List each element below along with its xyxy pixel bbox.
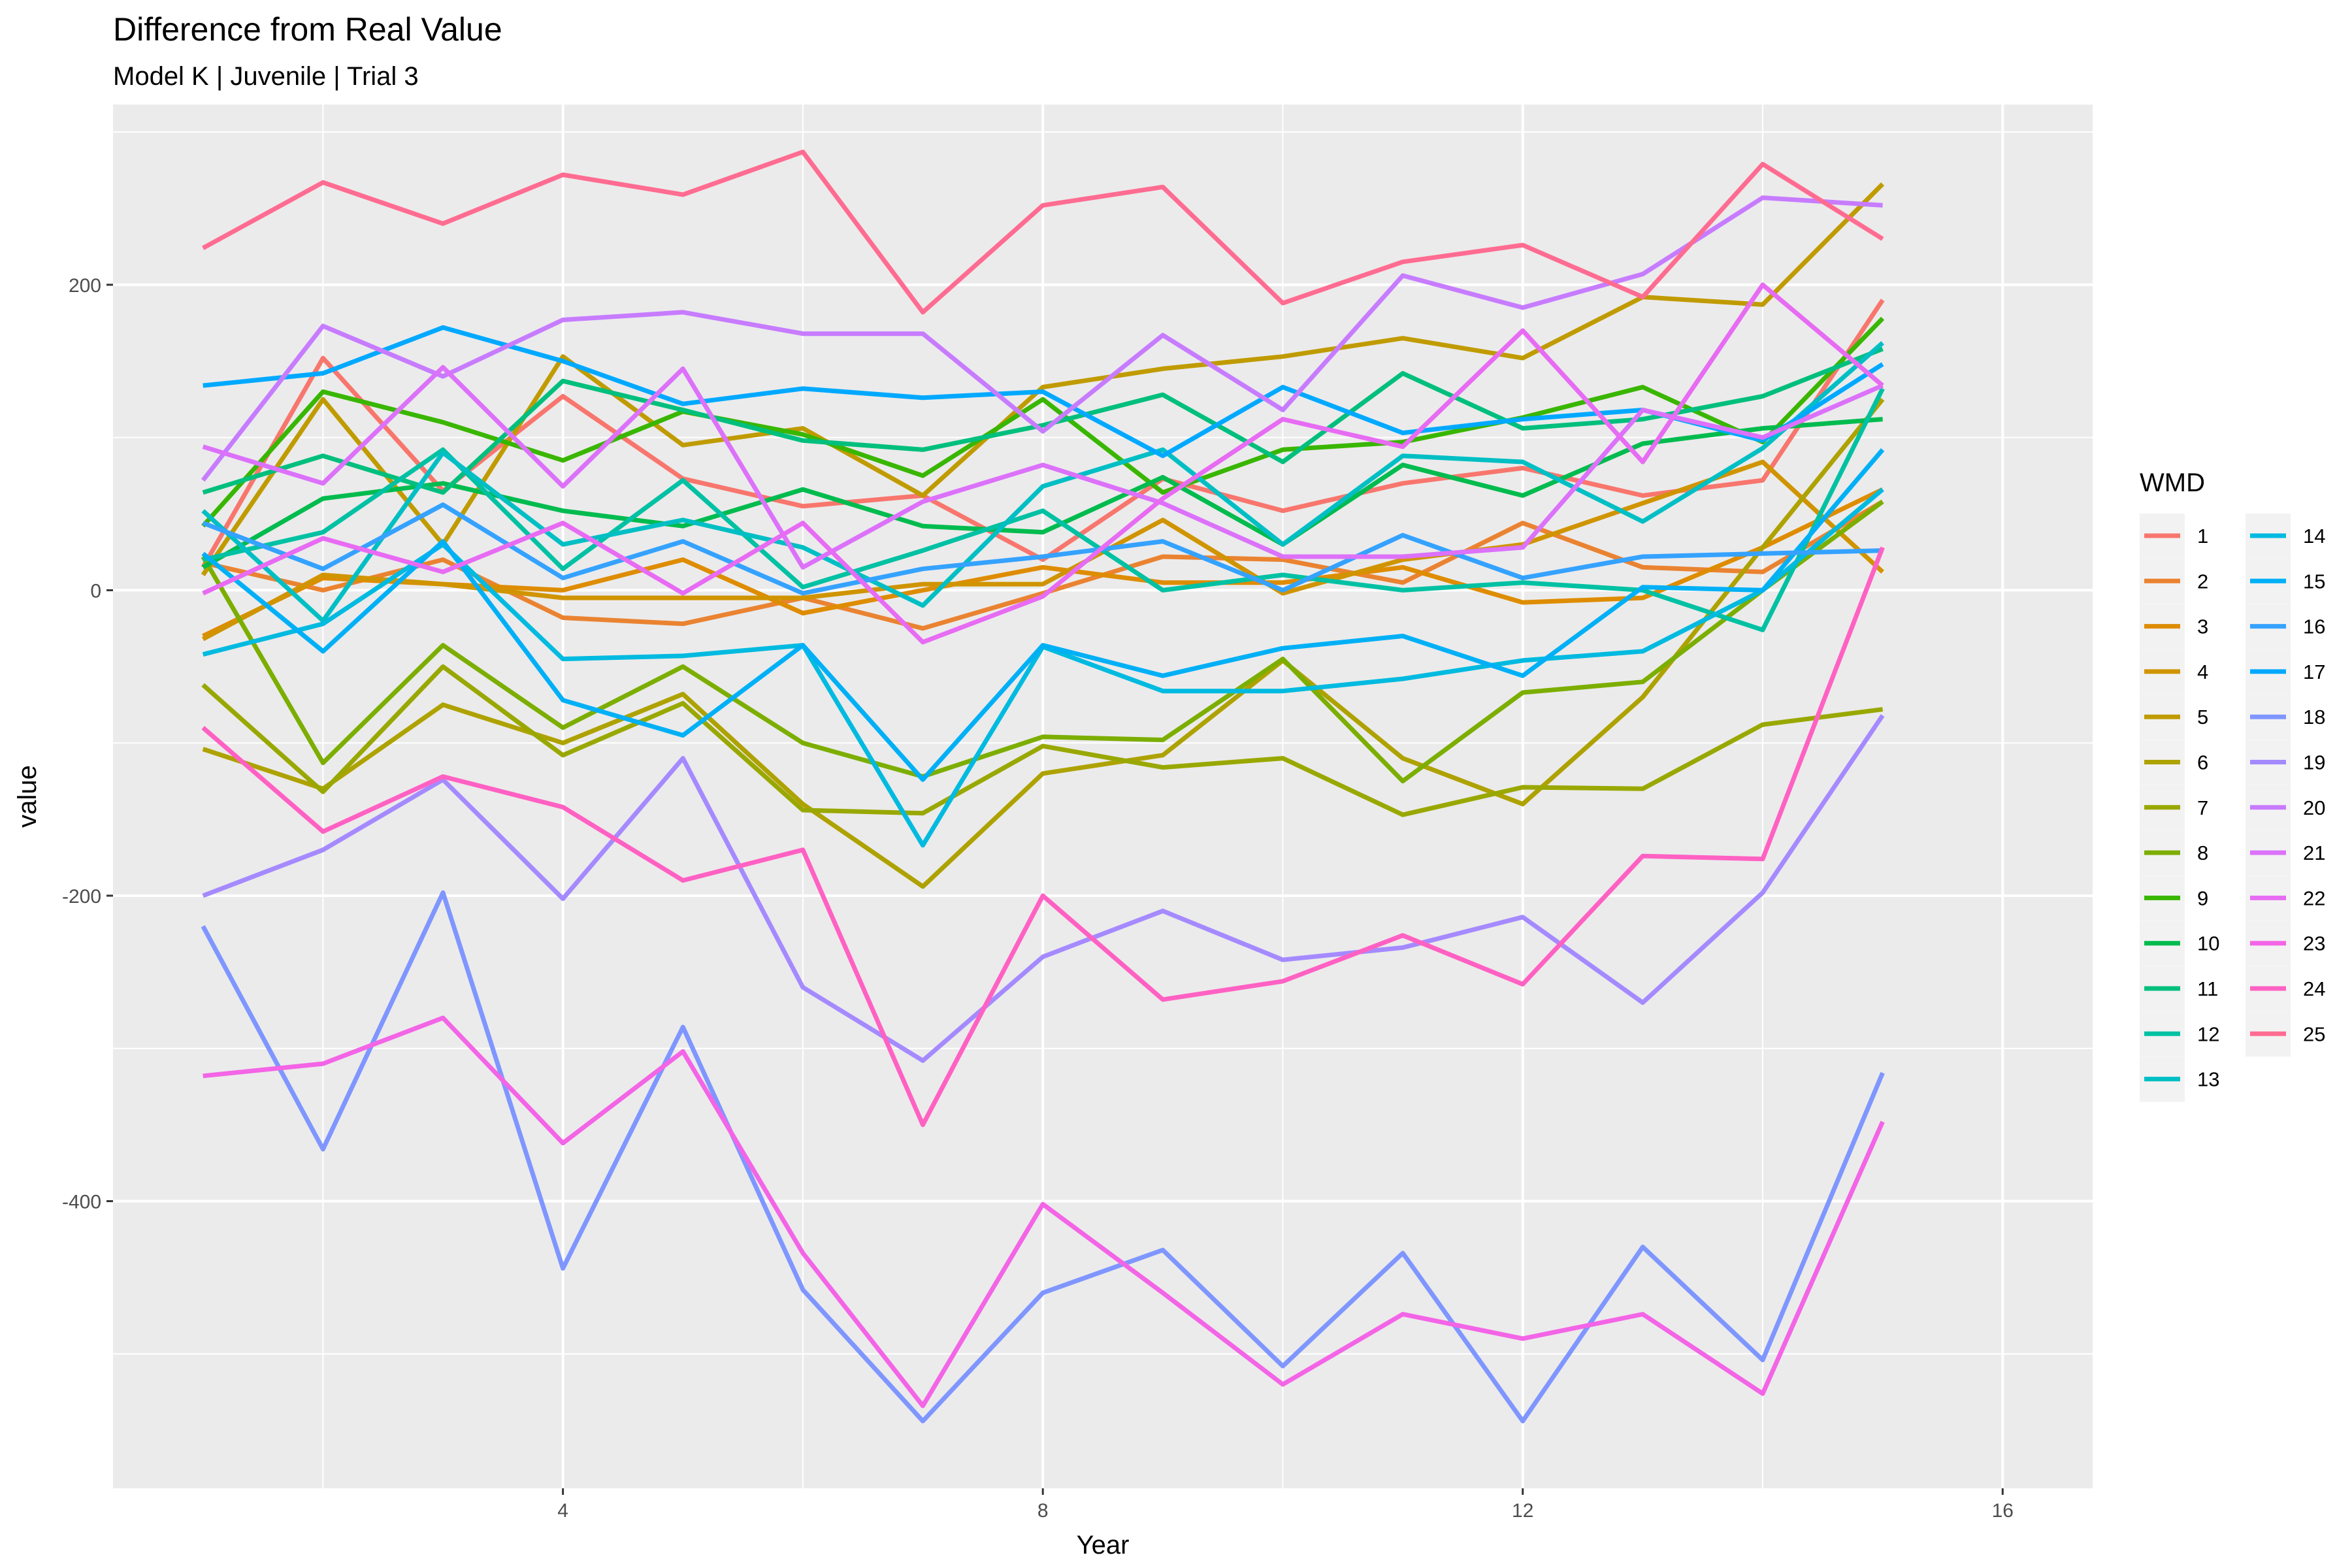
x-tick-label: 8 xyxy=(1037,1500,1049,1522)
legend-label-24: 24 xyxy=(2303,977,2325,1000)
series-line-1 xyxy=(201,299,1885,569)
y-axis-title: value xyxy=(13,765,42,828)
series-line-20 xyxy=(201,195,1883,482)
series-line-7 xyxy=(201,664,1884,817)
legend-label-1: 1 xyxy=(2197,525,2208,547)
series-line-16 xyxy=(202,502,1883,596)
x-tick-label: 12 xyxy=(1512,1500,1533,1522)
legend-label-9: 9 xyxy=(2197,887,2208,909)
legend-label-18: 18 xyxy=(2303,706,2325,728)
legend-label-3: 3 xyxy=(2197,615,2208,638)
legend-label-20: 20 xyxy=(2303,796,2325,819)
x-axis-title: Year xyxy=(1077,1531,1130,1560)
series-line-13 xyxy=(201,341,1884,623)
series-line-6 xyxy=(202,397,1885,889)
legend-label-8: 8 xyxy=(2197,841,2208,864)
series-line-24 xyxy=(201,546,1885,1128)
series-line-21 xyxy=(202,365,1884,570)
series-line-15 xyxy=(201,448,1885,782)
x-tick-label: 4 xyxy=(557,1500,568,1522)
legend-label-25: 25 xyxy=(2303,1022,2325,1045)
legend-label-22: 22 xyxy=(2303,887,2325,909)
legend-label-23: 23 xyxy=(2303,932,2325,955)
series-line-17 xyxy=(203,325,1884,459)
series-line-3 xyxy=(202,487,1884,638)
legend-label-14: 14 xyxy=(2303,525,2325,547)
legend-label-16: 16 xyxy=(2303,615,2325,638)
legend-label-17: 17 xyxy=(2303,661,2325,683)
y-tick-label: -400 xyxy=(62,1192,101,1213)
series-line-4 xyxy=(202,459,1884,642)
legend-label-10: 10 xyxy=(2197,932,2219,955)
chart-title: Difference from Real Value xyxy=(113,11,502,48)
legend-label-7: 7 xyxy=(2197,796,2208,819)
legend-label-5: 5 xyxy=(2197,706,2208,728)
series-line-18 xyxy=(201,890,1885,1424)
series-line-2 xyxy=(202,499,1884,631)
y-axis: -400 -200 0 200 xyxy=(62,275,113,1213)
series-line-9 xyxy=(201,316,1885,528)
series-line-12 xyxy=(202,387,1885,632)
series-line-22 xyxy=(202,282,1884,645)
major-gridlines xyxy=(113,105,2093,1488)
legend-label-15: 15 xyxy=(2303,570,2325,593)
legend-label-11: 11 xyxy=(2197,977,2218,1000)
y-tick-label: -200 xyxy=(62,886,101,907)
series-line-19 xyxy=(202,714,1885,1063)
legend-label-6: 6 xyxy=(2197,751,2208,774)
series-line-8 xyxy=(201,499,1884,784)
y-tick-label: 200 xyxy=(69,275,101,297)
chart-subtitle: Model K | Juvenile | Trial 3 xyxy=(113,62,419,91)
legend-label-12: 12 xyxy=(2197,1022,2219,1045)
legend-label-2: 2 xyxy=(2197,570,2208,593)
series-line-25 xyxy=(202,150,1884,315)
series-line-11 xyxy=(202,346,1884,495)
x-tick-label: 16 xyxy=(1992,1500,2014,1522)
y-tick-label: 0 xyxy=(90,580,101,602)
series-line-23 xyxy=(203,1015,1885,1409)
series-lines xyxy=(201,150,1885,1424)
legend-label-13: 13 xyxy=(2197,1068,2219,1091)
legend: WMD 123456789101112131415161718192021222… xyxy=(2140,468,2325,1102)
legend-label-21: 21 xyxy=(2303,841,2325,864)
legend-title: WMD xyxy=(2140,468,2205,497)
legend-label-4: 4 xyxy=(2197,661,2208,683)
legend-label-19: 19 xyxy=(2303,751,2325,774)
minor-gridlines xyxy=(113,105,2093,1488)
x-axis: 4 8 12 16 xyxy=(557,1488,2014,1522)
